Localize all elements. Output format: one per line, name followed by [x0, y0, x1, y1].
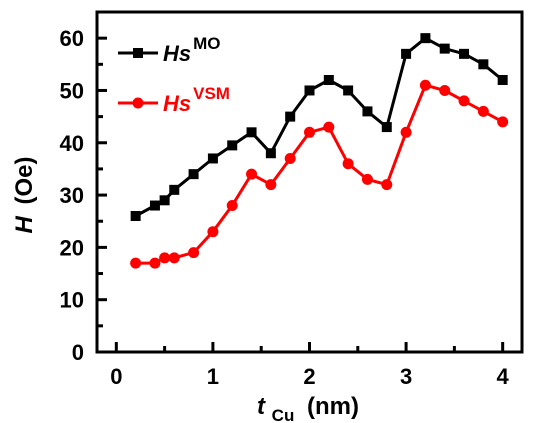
y-tick-label: 30 — [60, 183, 84, 208]
data-point — [323, 121, 335, 133]
x-tick-label: 0 — [110, 364, 122, 389]
x-tick-label: 2 — [303, 364, 315, 389]
data-point — [246, 127, 257, 138]
data-point — [477, 105, 489, 117]
y-axis-label: H (Oe) — [11, 156, 38, 233]
data-point — [400, 126, 412, 138]
data-point — [459, 48, 470, 59]
data-point — [159, 195, 170, 206]
legend-marker — [132, 97, 144, 109]
data-point — [227, 140, 238, 151]
data-point — [226, 200, 238, 212]
data-point — [439, 84, 451, 96]
data-point — [265, 148, 276, 159]
legend-label-sup: VSM — [193, 84, 230, 103]
data-point — [439, 43, 450, 54]
legend-label-sup: MO — [193, 34, 220, 53]
data-point — [284, 152, 296, 164]
data-point — [497, 75, 508, 85]
y-tick-label: 20 — [60, 235, 84, 260]
legend-entry-mo: Hs MO — [118, 34, 221, 66]
data-point — [246, 168, 258, 180]
x-axis-subscript: Cu — [272, 406, 295, 423]
legend-marker — [133, 48, 143, 58]
plot-frame — [95, 10, 524, 354]
data-point — [265, 179, 277, 191]
data-point — [381, 122, 392, 133]
data-point — [130, 257, 142, 269]
y-axis-unit: (Oe) — [11, 156, 38, 204]
data-point — [381, 179, 393, 191]
data-point — [342, 158, 354, 170]
data-point — [497, 116, 509, 128]
data-point — [304, 85, 315, 96]
data-point — [401, 48, 412, 59]
data-point — [343, 85, 354, 96]
data-point — [207, 226, 219, 238]
axis-ticks — [97, 36, 505, 354]
data-point — [149, 200, 160, 211]
legend-label: Hs MO — [163, 34, 221, 66]
data-point — [362, 106, 373, 117]
data-point — [207, 153, 218, 164]
legend-label: Hs VSM — [163, 84, 230, 116]
x-axis-symbol: t — [257, 393, 266, 420]
data-point — [285, 111, 296, 122]
legend-entry-vsm: Hs VSM — [118, 84, 230, 116]
x-axis-label: t Cu (nm) — [257, 393, 359, 423]
data-point — [188, 247, 200, 259]
data-point — [419, 79, 431, 91]
y-tick-label: 50 — [60, 78, 84, 103]
data-point — [420, 33, 431, 44]
x-tick-label: 1 — [207, 364, 219, 389]
data-point — [323, 75, 334, 85]
data-point — [188, 169, 199, 180]
y-tick-label: 0 — [72, 340, 84, 365]
data-point — [159, 252, 171, 264]
series-vsm — [130, 79, 509, 269]
y-axis-symbol: H — [11, 216, 38, 234]
y-tick-label: 40 — [60, 131, 84, 156]
y-tick-label: 10 — [60, 288, 84, 313]
x-axis-unit: (nm) — [307, 393, 359, 420]
data-point — [478, 59, 489, 70]
data-point — [149, 257, 161, 269]
data-point — [130, 211, 141, 221]
x-tick-label: 3 — [400, 364, 412, 389]
data-point — [361, 173, 373, 185]
series-layer — [130, 33, 509, 269]
data-point — [458, 95, 470, 107]
data-point — [169, 184, 180, 195]
legend-label-main: Hs — [163, 41, 191, 66]
y-tick-label: 60 — [60, 26, 84, 51]
data-point — [168, 252, 180, 264]
x-tick-label: 4 — [497, 364, 510, 389]
plot-border — [95, 10, 524, 354]
data-point — [304, 126, 315, 138]
legend-label-main: Hs — [163, 91, 191, 116]
series-mo — [130, 33, 508, 221]
